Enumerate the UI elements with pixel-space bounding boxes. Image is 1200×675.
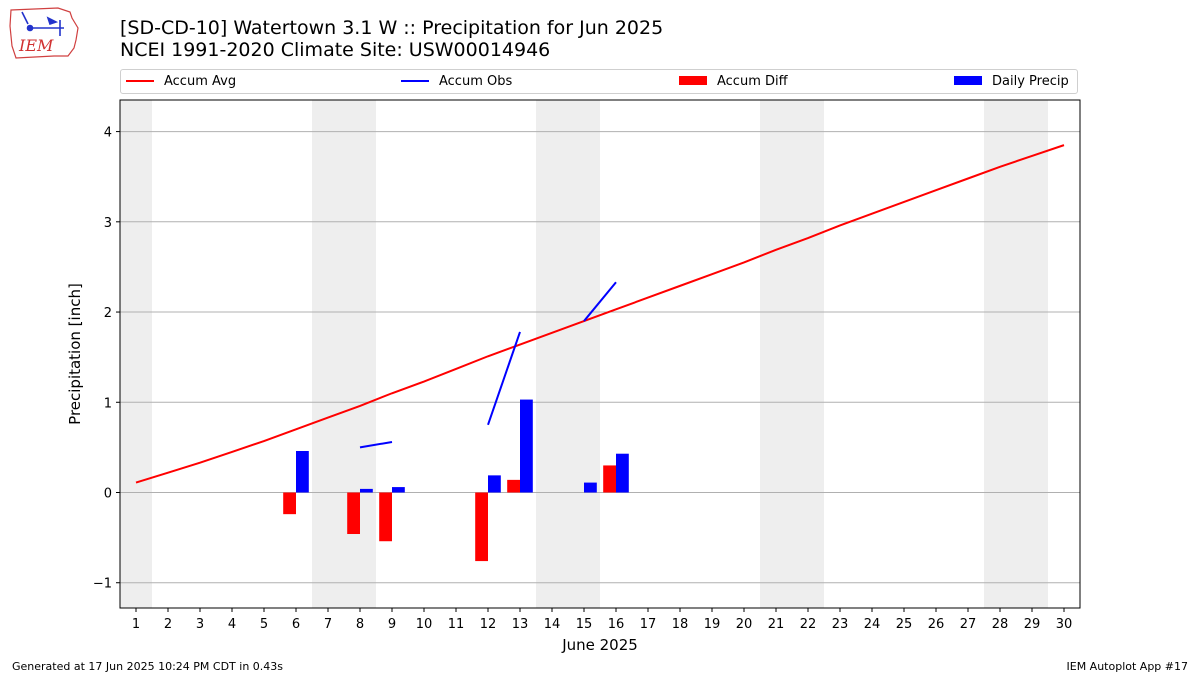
x-tick-label: 21 [768, 617, 785, 632]
daily-precip-bar [616, 453, 629, 493]
legend-item-accum-diff: Accum Diff [679, 74, 788, 90]
accum-diff-bar [347, 492, 360, 535]
legend-swatch-accum-diff [679, 76, 707, 85]
x-tick-label: 1 [132, 617, 140, 632]
x-tick-label: 4 [228, 617, 236, 632]
accum-diff-bar [475, 492, 488, 562]
legend-label-accum-avg: Accum Avg [164, 74, 237, 89]
accum-avg-line [135, 144, 1065, 484]
daily-precip-bar [392, 487, 405, 493]
iem-logo: IEM [9, 7, 79, 59]
x-tick-label: 18 [672, 617, 689, 632]
series-lines [135, 144, 1065, 484]
legend-label-daily-precip: Daily Precip [992, 74, 1069, 89]
x-tick-label: 29 [1024, 617, 1041, 632]
y-tick-label: 2 [104, 306, 112, 321]
legend-item-daily-precip: Daily Precip [954, 74, 1069, 90]
x-tick-label: 14 [544, 617, 561, 632]
x-tick-label: 22 [800, 617, 817, 632]
x-tick-label: 17 [640, 617, 657, 632]
x-axis-label: June 2025 [561, 636, 638, 654]
x-tick-label: 27 [960, 617, 977, 632]
accum-diff-bar [379, 492, 392, 542]
chart-subtitle: NCEI 1991-2020 Climate Site: USW00014946 [120, 39, 551, 61]
y-tick-label: 0 [104, 487, 112, 502]
y-tick-label: 1 [104, 396, 112, 411]
x-tick-label: 19 [704, 617, 721, 632]
generated-timestamp: Generated at 17 Jun 2025 10:24 PM CDT in… [12, 660, 284, 673]
weekend-shading [120, 100, 1048, 608]
x-tick-label: 20 [736, 617, 753, 632]
x-tick-label: 13 [512, 617, 529, 632]
weekend-band [984, 100, 1048, 608]
x-tick-label: 25 [896, 617, 913, 632]
x-tick-label: 26 [928, 617, 945, 632]
weekend-band [760, 100, 824, 608]
x-tick-label: 2 [164, 617, 172, 632]
daily-precip-bar [584, 482, 597, 493]
x-tick-label: 3 [196, 617, 204, 632]
legend-label-accum-diff: Accum Diff [717, 74, 788, 89]
daily-precip-bar [488, 475, 501, 493]
x-tick-label: 5 [260, 617, 268, 632]
x-tick-label: 16 [608, 617, 625, 632]
accum-diff-bar [507, 479, 520, 493]
x-tick-label: 28 [992, 617, 1009, 632]
accum-obs-line [583, 281, 617, 322]
x-tick-label: 23 [832, 617, 849, 632]
legend-swatch-accum-obs [401, 79, 429, 82]
y-tick-label: −1 [93, 577, 112, 592]
legend-swatch-accum-avg [126, 79, 154, 82]
x-tick-label: 15 [576, 617, 593, 632]
legend-swatch-daily-precip [954, 76, 982, 85]
x-tick-label: 11 [448, 617, 465, 632]
weekend-band [312, 100, 376, 608]
x-tick-label: 24 [864, 617, 881, 632]
logo-text: IEM [18, 36, 54, 55]
x-tick-label: 30 [1056, 617, 1073, 632]
x-tick-label: 7 [324, 617, 332, 632]
plot-frame [119, 99, 1081, 609]
accum-obs-line [359, 440, 393, 449]
y-axis-label: Precipitation [inch] [66, 283, 84, 425]
weather-station-icon [21, 11, 64, 36]
x-tick-label: 9 [388, 617, 396, 632]
accum-obs-line [487, 331, 521, 426]
x-tick-label: 8 [356, 617, 364, 632]
grid-lines [120, 131, 1080, 584]
autoplot-app-label: IEM Autoplot App #17 [1066, 660, 1189, 673]
x-tick-label: 12 [480, 617, 497, 632]
weekend-band [536, 100, 600, 608]
x-tick-label: 6 [292, 617, 300, 632]
daily-precip-bar [520, 399, 533, 493]
legend-item-accum-avg: Accum Avg [126, 74, 236, 90]
daily-precip-bar [360, 488, 373, 493]
legend-label-accum-obs: Accum Obs [439, 74, 513, 89]
weekend-band [120, 100, 152, 608]
accum-diff-bar [603, 465, 616, 493]
y-tick-label: 3 [104, 216, 112, 231]
accum-diff-bar [283, 492, 296, 515]
chart-legend: Accum Avg Accum Obs Accum Diff Daily Pre… [120, 69, 1078, 94]
daily-precip-bar [296, 450, 309, 493]
y-tick-label: 4 [104, 126, 112, 141]
chart-title: [SD-CD-10] Watertown 3.1 W :: Precipitat… [120, 17, 664, 39]
x-tick-label: 10 [416, 617, 433, 632]
bars [283, 399, 629, 562]
legend-item-accum-obs: Accum Obs [401, 74, 512, 90]
